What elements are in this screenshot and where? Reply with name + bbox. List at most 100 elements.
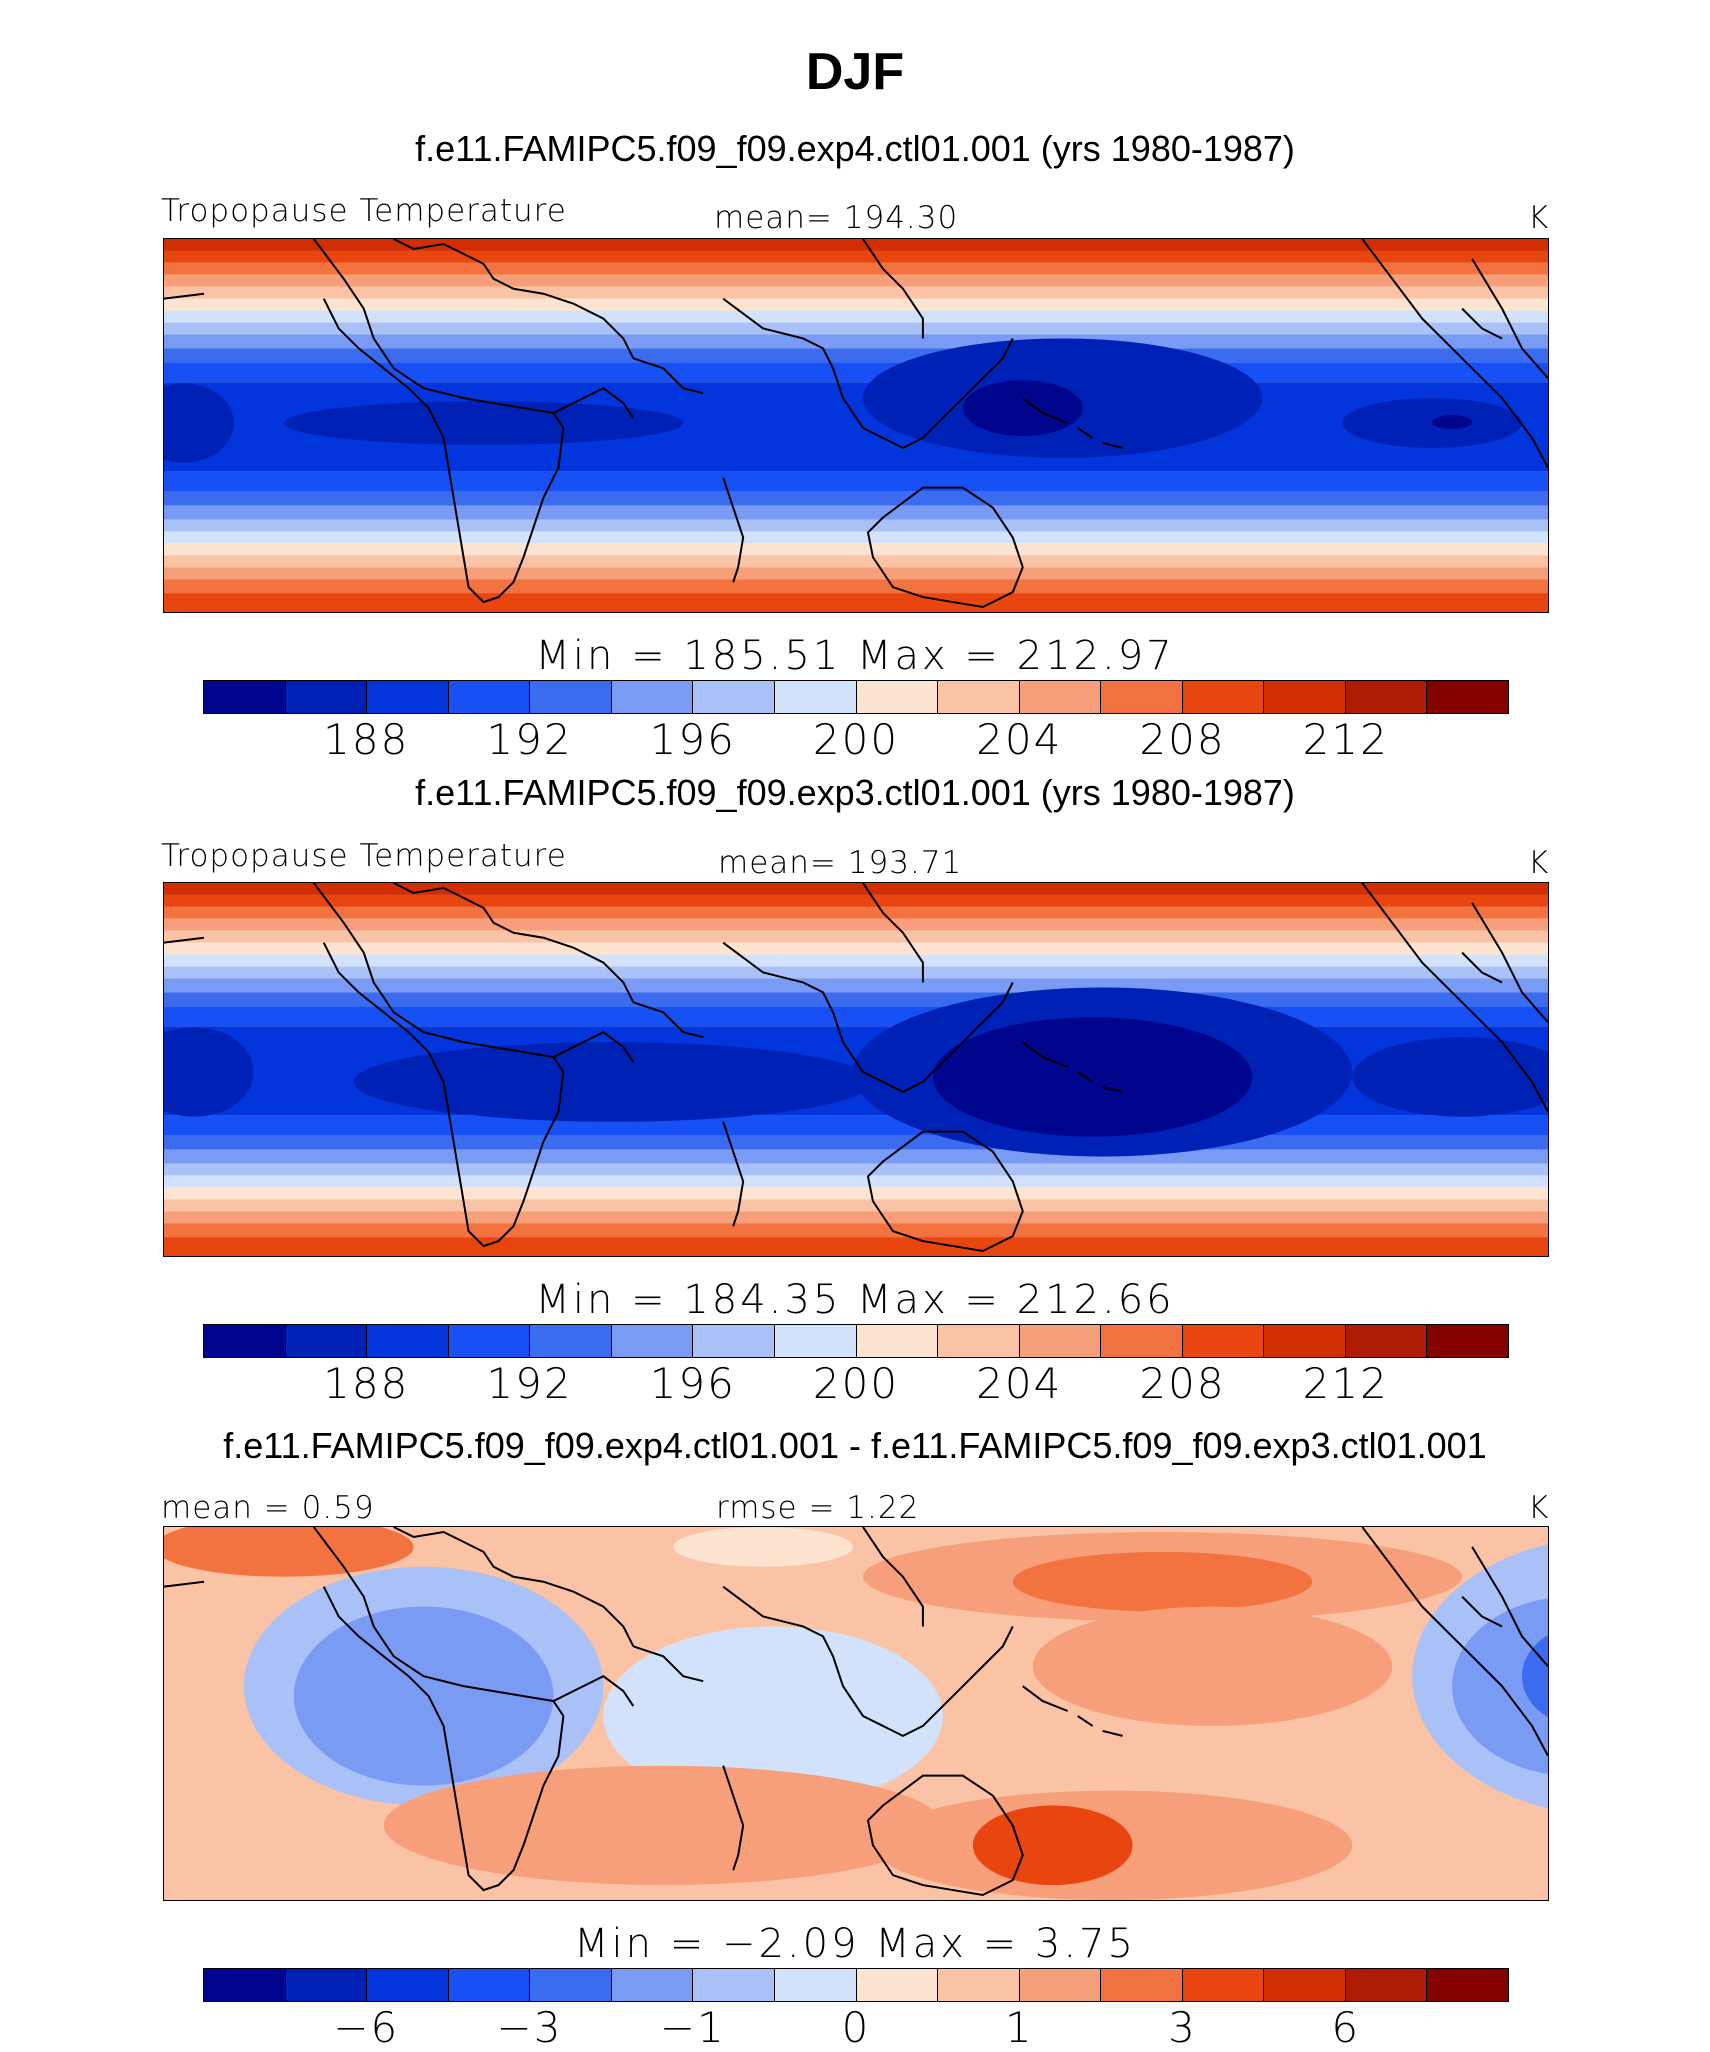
colorbar-tick-label: 204 — [976, 715, 1063, 764]
colorbar-tick-label: 212 — [1302, 1359, 1389, 1408]
field-band — [164, 894, 1548, 907]
colorbar-tick-label: 212 — [1302, 715, 1389, 764]
field-band — [164, 579, 1548, 594]
coastline — [164, 239, 1548, 609]
field-band — [164, 250, 1548, 263]
colorbar-swatch — [856, 681, 939, 713]
panel2-variable-label: Tropopause Temperature — [161, 838, 567, 874]
field-band — [164, 1135, 1548, 1150]
colorbar-swatch — [611, 681, 694, 713]
field-band — [164, 262, 1548, 275]
panel3-minmax: Min = −2.09 Max = 3.75 — [574, 1921, 1136, 1967]
field-band — [164, 1175, 1548, 1188]
colorbar-swatch — [1101, 1325, 1183, 1357]
colorbar-tick-label: 0 — [841, 2003, 871, 2052]
field-band — [164, 1223, 1548, 1238]
field-contour — [1342, 398, 1523, 448]
colorbar-swatch — [285, 1325, 368, 1357]
field-band — [164, 334, 1548, 349]
panel2-minmax: Min = 184.35 Max = 212.66 — [535, 1277, 1175, 1323]
panel2-colorbar-ticks: 188 192 196 200 204 208 212 — [203, 1359, 1509, 1408]
field-band — [164, 1006, 1548, 1027]
field-contour — [1432, 415, 1473, 429]
field-band — [164, 1115, 1548, 1136]
colorbar-swatch — [285, 1969, 368, 2001]
colorbar-swatch — [1427, 681, 1508, 713]
panel3-units-label: K — [1528, 1490, 1550, 1526]
field-contour — [353, 1042, 873, 1122]
panel3-subtitle: f.e11.FAMIPC5.f09_f09.exp4.ctl01.001 - f… — [223, 1425, 1487, 1466]
colorbar-swatch — [448, 1969, 531, 2001]
colorbar-tick-label: −1 — [659, 2003, 726, 2052]
figure-title: DJF — [805, 43, 905, 101]
panel1-colorbar — [203, 680, 1509, 714]
colorbar-swatch — [774, 681, 857, 713]
field-band — [164, 362, 1548, 383]
field-band — [164, 930, 1548, 943]
field-band — [164, 942, 1548, 955]
field-contour — [1032, 1606, 1393, 1726]
colorbar-swatch — [1101, 1969, 1183, 2001]
field-contour — [164, 1027, 254, 1117]
field-contour — [283, 401, 684, 445]
field-contour — [603, 1626, 943, 1806]
panel2-units-label: K — [1528, 845, 1550, 881]
field-band — [164, 906, 1548, 919]
panel1-variable-label: Tropopause Temperature — [161, 193, 567, 229]
field-band — [164, 954, 1548, 967]
field-band — [164, 555, 1548, 568]
field-band — [164, 593, 1548, 612]
colorbar-swatch — [1264, 1969, 1346, 2001]
colorbar-swatch — [1019, 1325, 1102, 1357]
field-band — [164, 310, 1548, 323]
colorbar-swatch — [204, 681, 286, 713]
field-band — [164, 491, 1548, 506]
field-band — [164, 1199, 1548, 1212]
field-contour — [383, 1765, 943, 1886]
colorbar-swatch — [204, 1325, 286, 1357]
colorbar-swatch — [611, 1969, 694, 2001]
field-contour — [932, 1017, 1253, 1137]
field-band — [164, 543, 1548, 556]
field-band — [164, 1187, 1548, 1200]
colorbar-tick-label: 192 — [486, 715, 573, 764]
panel1-mean-label: mean= 194.30 — [714, 200, 959, 236]
colorbar-swatch — [367, 1325, 449, 1357]
colorbar-tick-label: 196 — [649, 715, 736, 764]
panel3-rmse-label: rmse = 1.22 — [716, 1490, 920, 1526]
colorbar-swatch — [1182, 1325, 1265, 1357]
colorbar-swatch — [1264, 681, 1346, 713]
colorbar-swatch — [856, 1969, 939, 2001]
field-band — [164, 1149, 1548, 1164]
panel2-map — [163, 882, 1549, 1257]
colorbar-swatch — [204, 1969, 286, 2001]
panel1-colorbar-ticks: 188 192 196 200 204 208 212 — [203, 715, 1509, 764]
field-contour — [962, 380, 1083, 436]
colorbar-tick-label: 3 — [1168, 2003, 1197, 2052]
panel3-colorbar — [203, 1968, 1509, 2002]
field-band — [164, 471, 1548, 492]
colorbar-swatch — [774, 1325, 857, 1357]
panel1-subtitle: f.e11.FAMIPC5.f09_f09.exp4.ctl01.001 (yr… — [415, 128, 1295, 169]
panel2-mean-label: mean= 193.71 — [718, 845, 963, 881]
panel2-subtitle: f.e11.FAMIPC5.f09_f09.exp3.ctl01.001 (yr… — [415, 772, 1295, 813]
coastline — [164, 1527, 1548, 1897]
field-band — [164, 966, 1548, 979]
field-contour — [1012, 1551, 1313, 1612]
field-band — [164, 1163, 1548, 1176]
field-contour — [293, 1606, 554, 1786]
field-band — [164, 505, 1548, 520]
colorbar-tick-label: 208 — [1139, 1359, 1226, 1408]
colorbar-swatch — [1264, 1325, 1346, 1357]
colorbar-swatch — [856, 1325, 939, 1357]
colorbar-tick-label: −6 — [333, 2003, 400, 2052]
colorbar-tick-label: 200 — [812, 1359, 900, 1408]
colorbar-swatch — [285, 681, 368, 713]
colorbar-swatch — [448, 1325, 531, 1357]
field-contour — [1522, 1635, 1548, 1718]
field-contour — [1452, 1598, 1548, 1774]
field-band — [164, 348, 1548, 363]
colorbar-tick-label: 200 — [812, 715, 900, 764]
colorbar-swatch — [938, 681, 1020, 713]
field-band — [164, 567, 1548, 580]
